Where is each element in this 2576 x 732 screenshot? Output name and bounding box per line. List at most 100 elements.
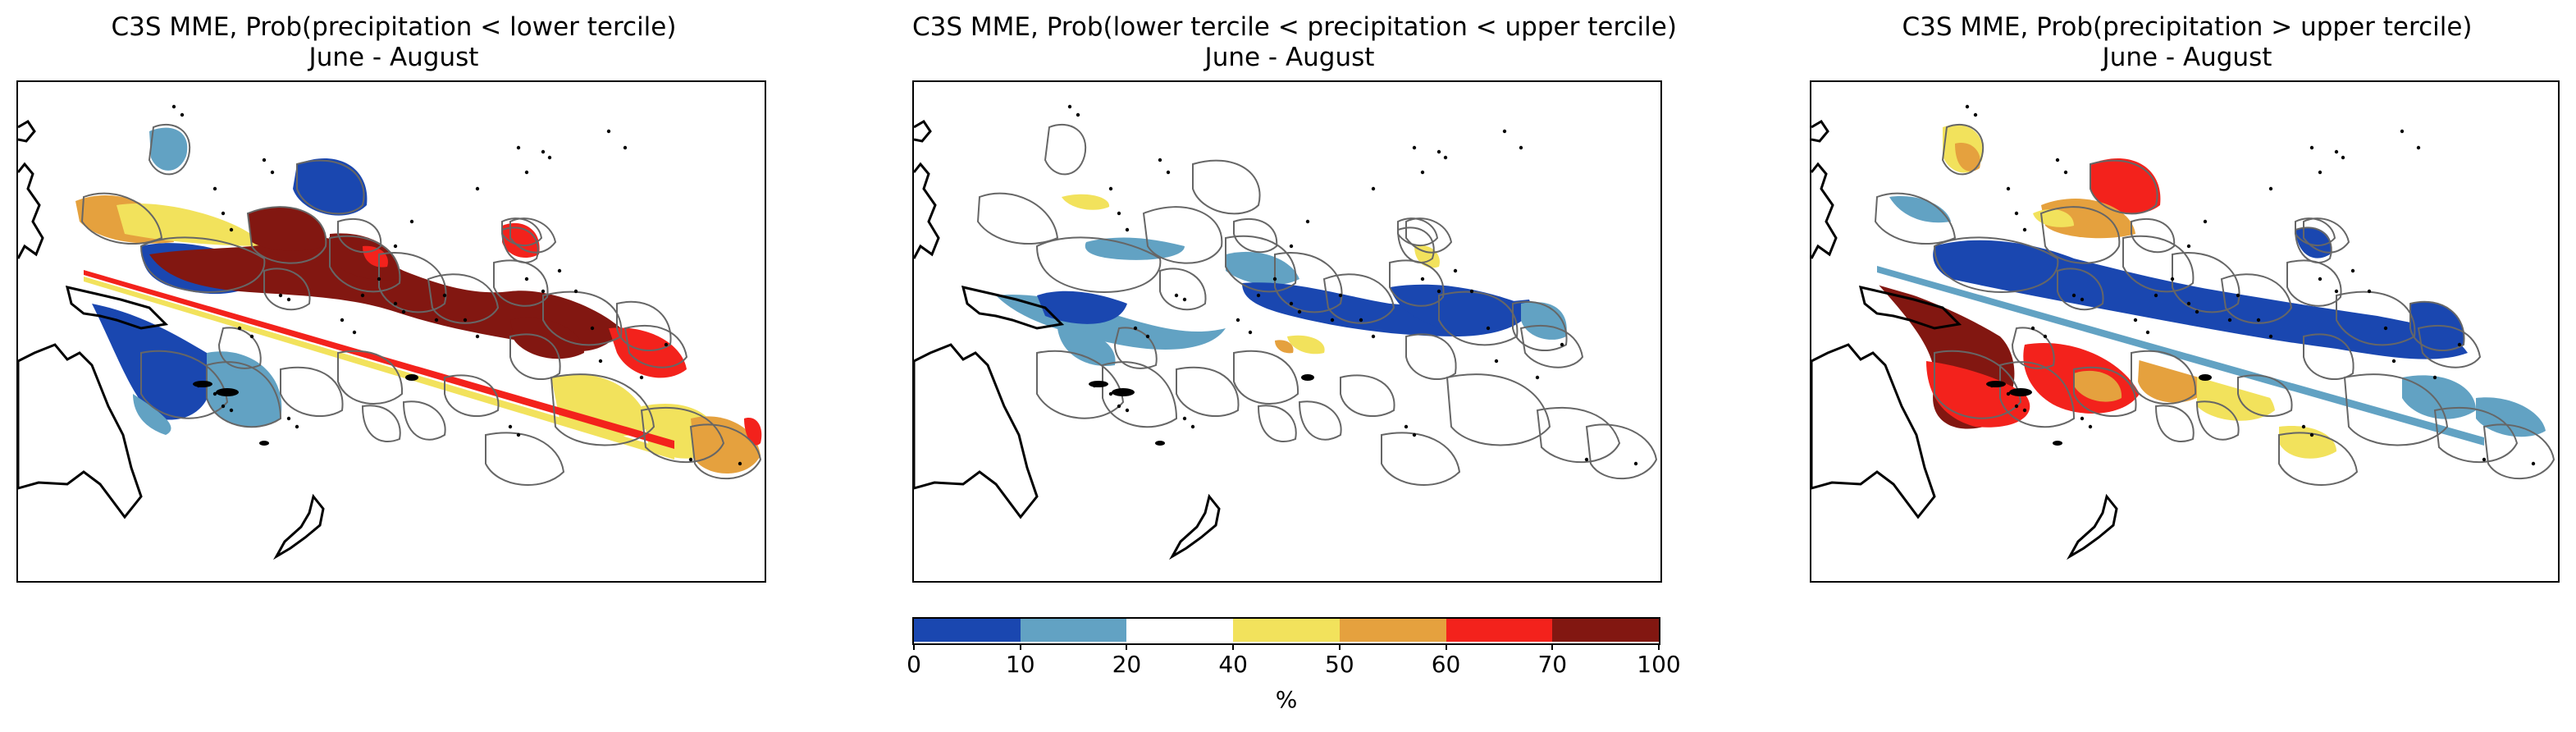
panel-title: C3S MME, Prob(lower tercile < precipitat…	[912, 12, 1677, 42]
colorbar-tick-label: 50	[1325, 651, 1354, 678]
eez-boundary	[2417, 324, 2482, 368]
island	[2236, 293, 2240, 298]
island	[475, 186, 480, 191]
island	[2432, 375, 2437, 380]
island	[541, 289, 546, 294]
map-canvas	[914, 104, 1658, 560]
island	[1256, 293, 1261, 298]
eez-boundary	[444, 374, 500, 418]
light-blue-region	[2476, 397, 2546, 437]
island	[1305, 219, 1310, 224]
eez-boundary	[1397, 217, 1439, 246]
island	[1359, 318, 1363, 323]
island	[2154, 293, 2158, 298]
island	[340, 318, 345, 323]
island	[2457, 342, 2462, 347]
red-region	[2090, 158, 2161, 214]
island	[2391, 359, 2396, 364]
panel-subtitle: June - August	[1204, 43, 1375, 72]
island	[2318, 277, 2323, 281]
colorbar-segment	[1126, 617, 1234, 642]
eez-boundary	[1225, 235, 1297, 293]
colorbar-tick	[1445, 643, 1447, 650]
island	[1371, 186, 1376, 191]
island	[1117, 404, 1121, 409]
island	[2531, 461, 2536, 466]
eez-boundary	[1142, 206, 1223, 264]
light-blue-region	[1057, 328, 1116, 366]
colorbar-segment	[1552, 617, 1659, 642]
island	[1535, 375, 1540, 380]
island	[229, 408, 234, 413]
colorbar-tick-label: 10	[1005, 651, 1035, 678]
map-middle-tercile	[912, 80, 1662, 583]
island	[590, 326, 595, 331]
island	[573, 289, 578, 294]
island	[2006, 391, 2011, 396]
island	[2063, 170, 2068, 175]
colorbar-tick	[1232, 643, 1235, 650]
orange-region	[2074, 370, 2122, 402]
island	[221, 404, 226, 409]
island	[2088, 424, 2093, 429]
map-canvas	[18, 104, 762, 560]
island	[212, 391, 217, 396]
island	[2301, 424, 2306, 429]
island	[1443, 155, 1448, 160]
eez-boundary	[501, 217, 543, 246]
island	[2014, 404, 2019, 409]
philippines-coastline	[1811, 162, 1838, 259]
island	[212, 186, 217, 191]
island	[2334, 149, 2339, 154]
island	[1166, 170, 1171, 175]
island	[1502, 129, 1507, 134]
island	[1973, 112, 1978, 117]
panel-middle-tercile: C3S MME, Prob(lower tercile < precipitat…	[912, 0, 1677, 591]
island-group	[1089, 381, 1108, 387]
island	[2055, 158, 2060, 162]
eez-boundary	[1298, 400, 1342, 441]
island	[1965, 104, 1970, 109]
blue-region	[1933, 240, 2468, 359]
eez-boundary	[1035, 236, 1162, 293]
island	[1108, 186, 1113, 191]
island	[1486, 326, 1491, 331]
island	[2195, 309, 2199, 314]
island	[377, 277, 381, 281]
island	[2268, 186, 2273, 191]
island	[171, 104, 176, 109]
white-band	[84, 281, 674, 478]
eez-boundary	[976, 192, 1059, 245]
eez-boundary	[329, 235, 401, 293]
eez-boundary	[1512, 300, 1568, 352]
colorbar-tick	[1658, 643, 1660, 650]
island	[2133, 318, 2138, 323]
island	[524, 170, 529, 175]
colorbar-segment	[914, 617, 1021, 642]
map-lower-tercile	[16, 80, 766, 583]
island	[1145, 334, 1150, 339]
map-canvas	[1811, 104, 2555, 560]
eez-boundary	[2286, 259, 2342, 307]
eez-boundary	[1036, 350, 1125, 419]
white-band	[1877, 273, 2484, 460]
eez-boundary	[2433, 407, 2519, 464]
island	[639, 375, 644, 380]
island	[2482, 457, 2487, 462]
eez-boundary	[427, 273, 500, 324]
island	[295, 424, 299, 429]
yellow-band	[84, 277, 674, 460]
blue-region	[1037, 291, 1127, 324]
island	[2071, 293, 2076, 298]
island	[393, 301, 398, 306]
island	[2350, 268, 2355, 273]
eez-boundary	[1405, 333, 1457, 381]
eez-boundary	[1381, 432, 1461, 486]
eez-boundary	[1934, 350, 2022, 419]
colorbar-tick	[1338, 643, 1341, 650]
eez-boundary	[1113, 327, 1158, 369]
island	[1584, 457, 1589, 462]
blue-region	[92, 304, 212, 420]
island	[2400, 129, 2405, 134]
light-blue-region	[149, 127, 188, 171]
